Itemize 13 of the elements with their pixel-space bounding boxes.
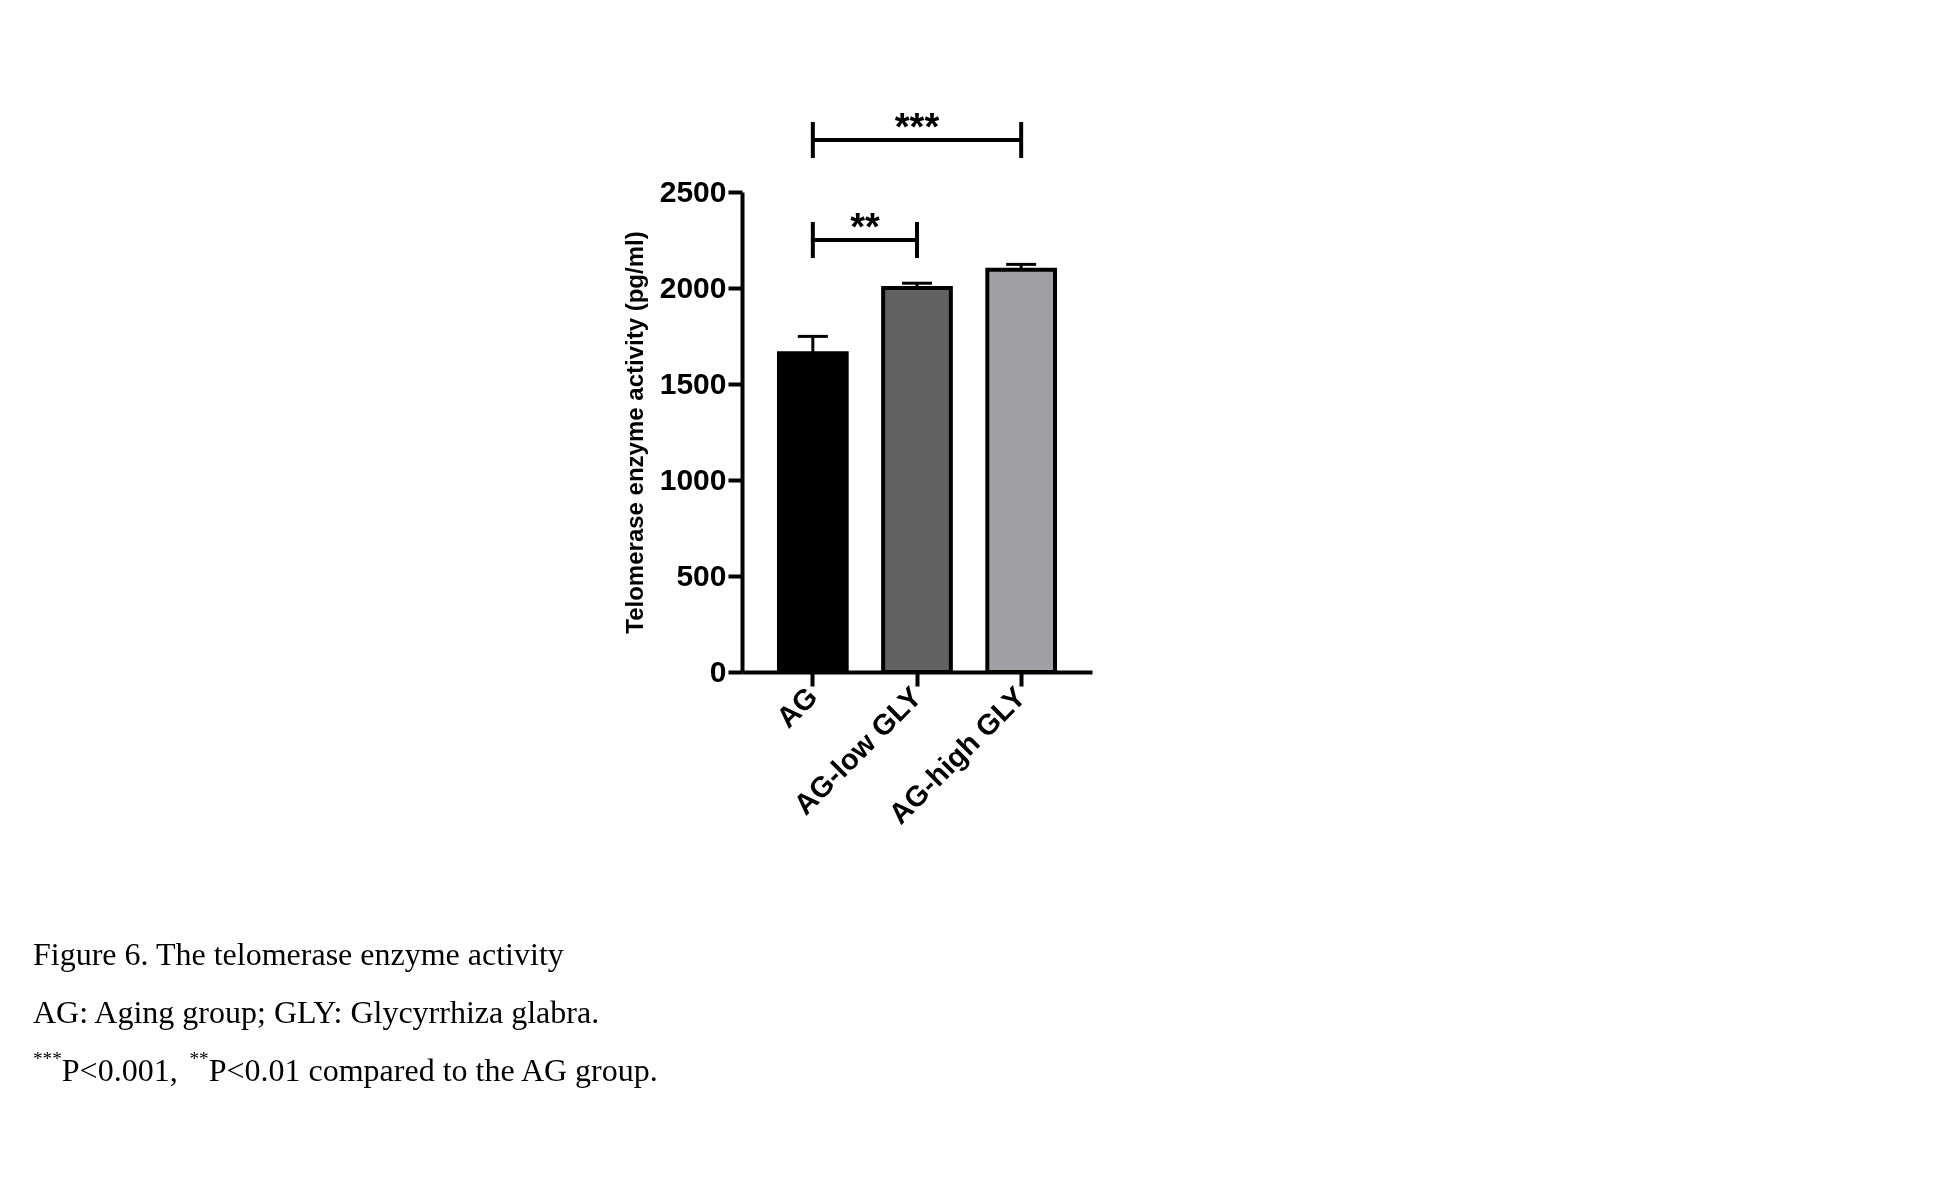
y-tick-label: 2000: [659, 270, 727, 304]
y-tick-label: 2500: [659, 174, 727, 208]
y-tick-label: 1500: [659, 366, 727, 400]
y-tick-label: 1000: [659, 462, 727, 496]
text: ***: [894, 106, 940, 148]
annotation: **: [850, 206, 880, 248]
text: ***P<0.001, **P<0.01 compared to the AG group.: [33, 1048, 658, 1088]
x-tick-label: AG: [770, 680, 824, 734]
y-axis-title: Telomerase enzyme activity (pg/ml): [620, 231, 648, 634]
y-tick-label: 0: [709, 654, 727, 688]
text: AG: Aging group; GLY: Glycyrrhiza glabra.: [33, 994, 600, 1030]
text: Figure 6. The telomerase enzyme activity: [33, 936, 564, 972]
y-tick-label: 500: [676, 558, 727, 592]
